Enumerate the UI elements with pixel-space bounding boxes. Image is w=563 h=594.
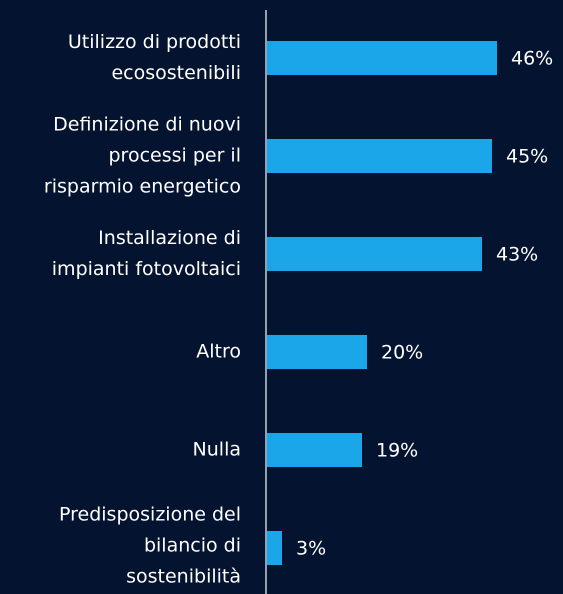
value-label: 20% (381, 342, 423, 364)
category-label: Definizione di nuovi processi per il ris… (43, 113, 241, 198)
value-label: 43% (496, 244, 538, 266)
bar (267, 139, 492, 173)
category-label: Predisposizione del bilancio di sostenib… (59, 503, 241, 588)
bar (267, 335, 367, 369)
bar (267, 433, 362, 467)
bar (267, 41, 497, 75)
category-label: Installazione di impianti fotovoltaici (51, 227, 241, 280)
value-label: 45% (506, 146, 548, 168)
category-label: Utilizzo di prodotti ecosostenibili (67, 31, 241, 84)
category-label: Altro (196, 340, 241, 363)
category-label: Nulla (192, 438, 241, 461)
value-label: 46% (511, 48, 553, 70)
bar (267, 237, 482, 271)
value-label: 3% (296, 538, 326, 560)
bar (267, 531, 282, 565)
value-label: 19% (376, 440, 418, 462)
